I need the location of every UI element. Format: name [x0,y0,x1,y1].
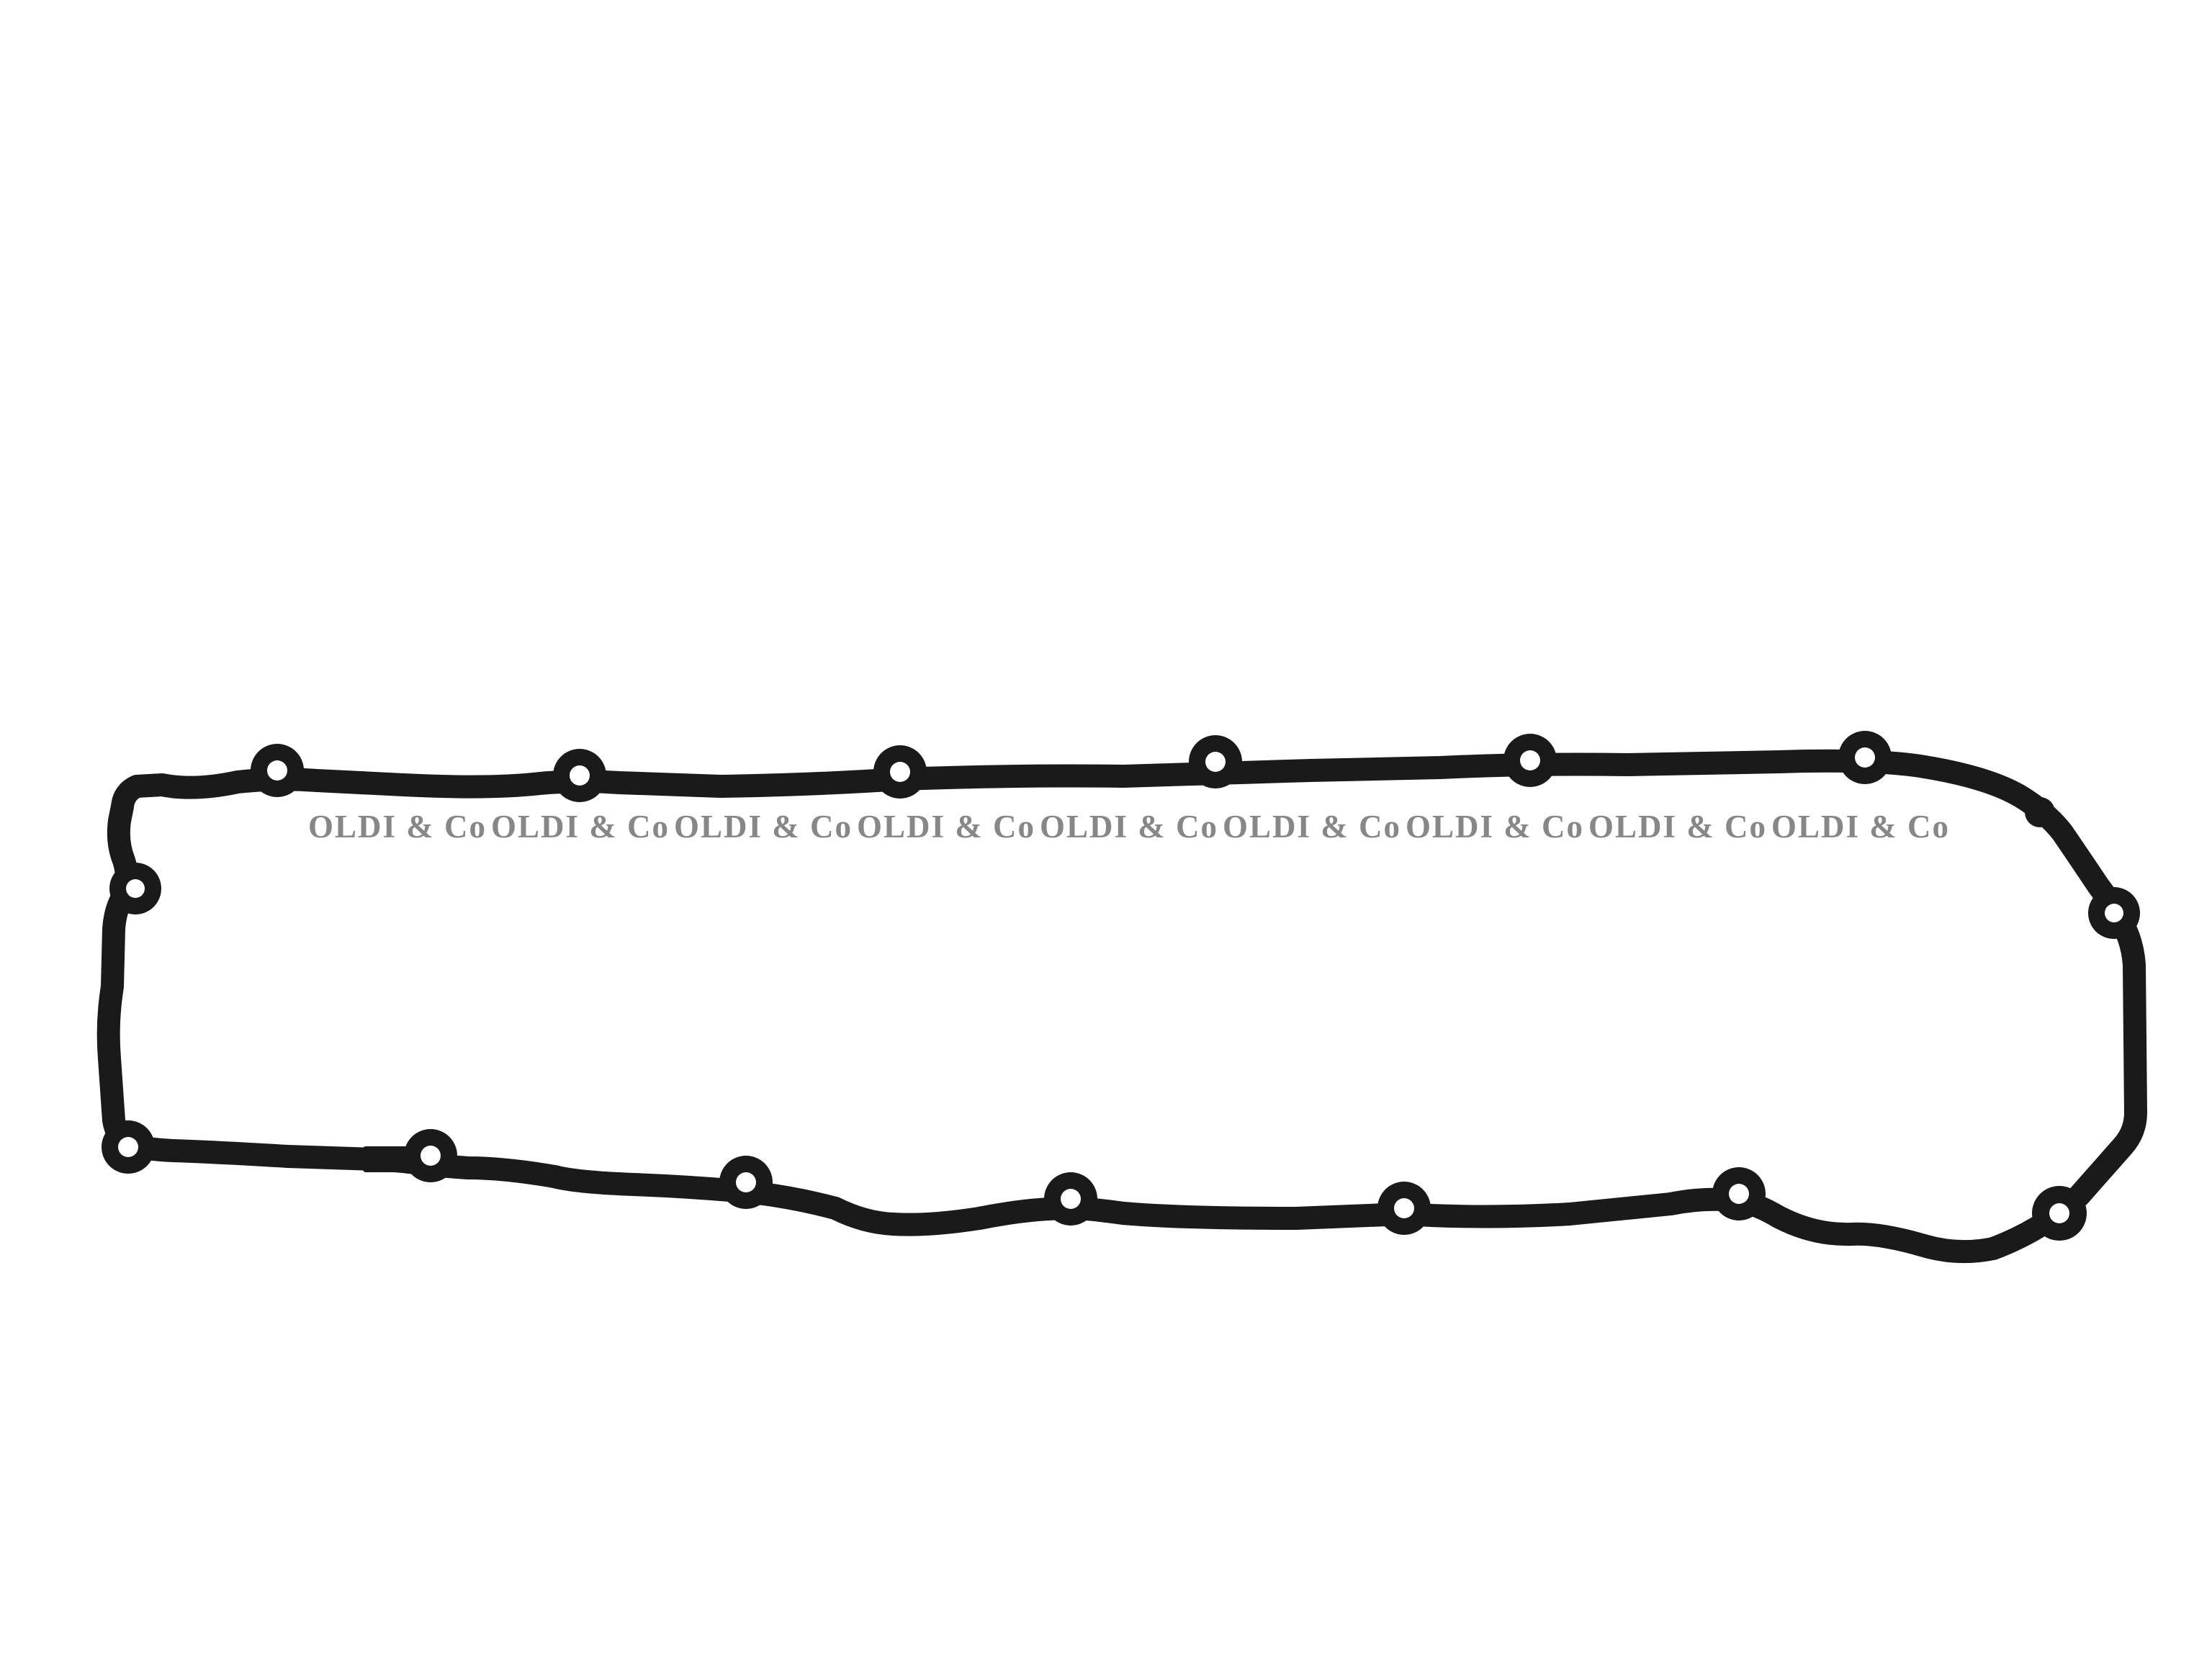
bolt-hole [126,879,145,898]
bolt-hole [736,1172,756,1192]
gasket-outline [96,749,2147,1264]
bolt-hole [1061,1189,1081,1209]
bolt-hole [1729,1184,1749,1204]
bolt-hole [118,1137,138,1157]
bolt-hole [1520,750,1540,770]
gasket-locating-tab [363,1146,415,1172]
bolt-hole [2049,1203,2069,1223]
bolt-hole [1855,747,1875,768]
bolt-hole [2105,904,2123,922]
bolt-hole-ears-top [251,731,1892,802]
bolt-hole-ear-right [2088,887,2140,939]
bolt-hole [267,760,287,781]
bolt-hole [570,765,590,786]
bolt-hole-ears-left [102,863,161,1174]
gasket-bump [236,770,253,788]
bolt-hole-ears-bottom [404,1129,2087,1241]
gasket-bump [539,773,556,791]
bolt-hole [1394,1198,1414,1218]
gasket-knob [2025,797,2055,827]
bolt-hole [1205,752,1226,772]
bolt-hole [421,1146,441,1166]
bolt-hole [890,762,910,782]
